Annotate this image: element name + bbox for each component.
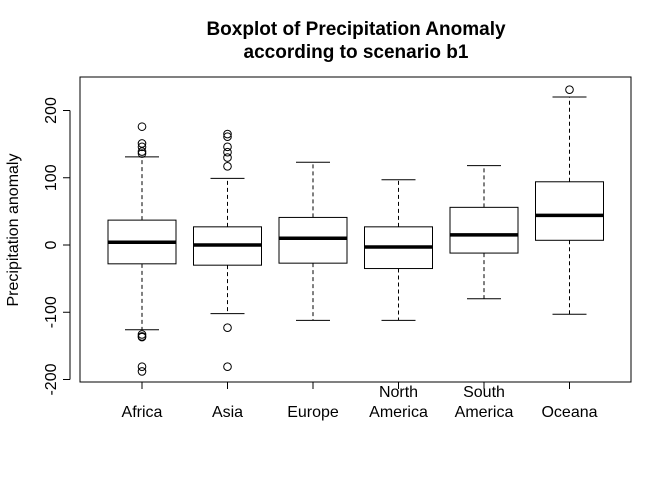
outlier-point — [137, 149, 147, 158]
box-3 — [364, 179, 433, 321]
box-4 — [449, 165, 519, 300]
box-1 — [193, 129, 262, 372]
x-tick-label: South — [463, 384, 505, 401]
y-tick-label: 100 — [43, 164, 60, 191]
outlier-point — [223, 147, 232, 157]
y-tick-label: -200 — [43, 363, 60, 395]
box-2 — [278, 161, 348, 321]
x-tick-label: Asia — [212, 404, 243, 421]
iqr-box — [278, 216, 348, 264]
outlier-point — [137, 122, 147, 131]
iqr-box — [535, 181, 604, 241]
chart-title-line-2: according to scenario b1 — [244, 42, 469, 63]
x-tick-label: America — [369, 404, 428, 421]
x-tick-label: North — [379, 384, 418, 401]
outlier-point — [223, 362, 232, 372]
x-tick-label: America — [455, 404, 514, 421]
outlier-point — [223, 323, 232, 333]
x-axis: Africa Asia Europe North America South America… — [122, 381, 598, 421]
x-tick-label: Oceana — [541, 404, 597, 421]
chart-title-line-1: Boxplot of Precipitation Anomaly — [206, 19, 506, 40]
box-0 — [107, 122, 177, 376]
outlier-point — [223, 162, 232, 171]
y-tick-label: 0 — [43, 240, 60, 249]
y-axis: -200 -100 0 100 200 — [43, 97, 71, 396]
x-tick-label: Africa — [122, 404, 163, 421]
y-tick-label: -100 — [43, 296, 60, 328]
outlier-point — [565, 85, 574, 94]
outlier-point — [137, 367, 147, 376]
outlier-point — [137, 362, 147, 372]
outlier-point — [223, 132, 232, 142]
outlier-point — [223, 142, 232, 152]
box-5 — [535, 85, 604, 315]
outlier-point — [137, 142, 147, 152]
outlier-point — [137, 332, 147, 342]
y-tick-label: 200 — [43, 97, 60, 124]
y-axis-label: Precipitation anomaly — [5, 154, 22, 307]
iqr-box — [449, 206, 519, 254]
outlier-point — [223, 153, 232, 162]
outlier-point — [137, 330, 147, 339]
outlier-point — [137, 147, 147, 156]
outlier-point — [223, 129, 232, 139]
x-tick-label: Europe — [287, 404, 339, 421]
boxes-group — [107, 85, 604, 376]
